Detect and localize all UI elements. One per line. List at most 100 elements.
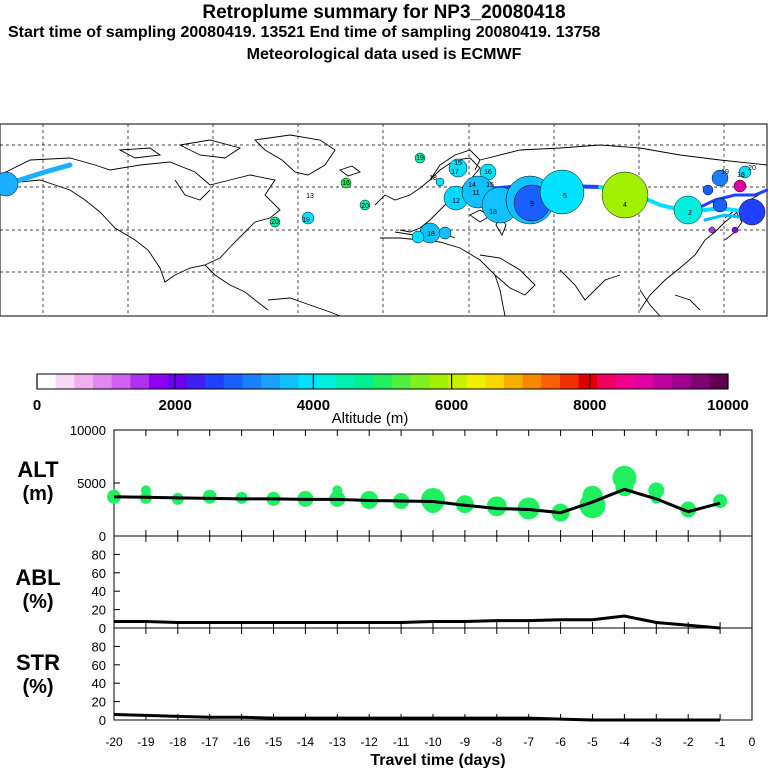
x-tick-label: -6 bbox=[555, 735, 566, 749]
x-tick-label: -7 bbox=[523, 735, 534, 749]
alt-label: ALT bbox=[17, 457, 59, 482]
alt-scatter-point bbox=[648, 482, 665, 499]
x-tick-label: -12 bbox=[361, 735, 379, 749]
map-day-label: 16 bbox=[342, 180, 350, 187]
abl-label: ABL bbox=[15, 565, 60, 590]
colorbar-swatch bbox=[410, 374, 430, 389]
colorbar-swatch bbox=[429, 374, 449, 389]
asia-north-coast bbox=[479, 144, 768, 166]
colorbar-swatch bbox=[690, 374, 710, 389]
map-day-label: 19 bbox=[302, 217, 310, 224]
colorbar-swatch bbox=[130, 374, 150, 389]
map-day-label: 18 bbox=[737, 172, 745, 179]
colorbar-swatch bbox=[74, 374, 94, 389]
colorbar-swatch bbox=[485, 374, 505, 389]
abl-tick-label: 0 bbox=[99, 621, 106, 636]
colorbar-swatch bbox=[242, 374, 262, 389]
arabia-coast bbox=[479, 254, 536, 296]
map-day-label: 15 bbox=[454, 160, 462, 167]
alt-scatter-point bbox=[680, 501, 697, 518]
map-day-label: 16 bbox=[484, 169, 492, 176]
alt-scatter-point bbox=[612, 465, 637, 490]
map-day-label: 19 bbox=[721, 169, 729, 176]
alt-tick-label: 10000 bbox=[70, 423, 106, 438]
colorbar-swatch bbox=[111, 374, 131, 389]
colorbar-swatch bbox=[149, 374, 169, 389]
hudson-bay-coast bbox=[174, 179, 211, 201]
colorbar-swatch bbox=[373, 374, 393, 389]
colorbar-swatch bbox=[37, 374, 57, 389]
x-tick-label: -4 bbox=[619, 735, 630, 749]
colorbar-swatch bbox=[298, 374, 318, 389]
str-panel: STR (%) 0 20 40 60 80 bbox=[16, 627, 753, 728]
north-america-coast bbox=[0, 157, 281, 283]
x-tick-label: -17 bbox=[201, 735, 219, 749]
map-day-label: 11 bbox=[472, 190, 479, 197]
alt-tick-label: 5000 bbox=[77, 476, 106, 491]
colorbar-label: Altitude (m) bbox=[332, 410, 409, 427]
map-day-label: 12 bbox=[452, 198, 460, 205]
x-tick-label: -18 bbox=[169, 735, 187, 749]
alt-scatter-point bbox=[140, 485, 151, 496]
str-tick-label: 0 bbox=[99, 713, 106, 728]
alt-scatter-point bbox=[332, 485, 343, 496]
colorbar-swatch bbox=[317, 374, 337, 389]
abl-series-line bbox=[114, 614, 721, 630]
colorbar-swatch bbox=[522, 374, 542, 389]
str-tick-label: 60 bbox=[92, 658, 106, 673]
colorbar-swatch bbox=[55, 374, 75, 389]
colorbar-swatch bbox=[634, 374, 654, 389]
x-tick-label: -20 bbox=[105, 735, 123, 749]
x-tick-label: -8 bbox=[491, 735, 502, 749]
colorbar-swatch bbox=[354, 374, 374, 389]
iceland bbox=[339, 165, 361, 177]
str-tick-label: 80 bbox=[92, 639, 106, 654]
x-tick-label: -11 bbox=[393, 735, 410, 749]
central-america-coast bbox=[204, 264, 269, 311]
south-america-coast bbox=[267, 297, 341, 317]
map-day-label: 17 bbox=[451, 169, 459, 176]
colorbar-swatch bbox=[503, 374, 524, 389]
alt-scatter-point bbox=[486, 496, 507, 517]
colorbar-swatch bbox=[466, 374, 486, 389]
alt-scatter-point bbox=[202, 489, 217, 504]
japan-coast bbox=[724, 209, 743, 241]
map-day-label: 14 bbox=[468, 182, 476, 189]
colorbar-swatch bbox=[447, 374, 468, 389]
met-data-label: Meteorological data used is ECMWF bbox=[246, 46, 522, 63]
colorbar: 0 2000 4000 6000 8000 10000 Altitude (m) bbox=[33, 373, 749, 427]
str-series-line bbox=[113, 712, 721, 722]
colorbar-swatch bbox=[223, 374, 243, 389]
map-day-label: 13 bbox=[306, 193, 314, 200]
map-day-label: 20 bbox=[361, 203, 369, 210]
colorbar-tick-label: 2000 bbox=[159, 397, 192, 414]
x-tick-label: -14 bbox=[297, 735, 315, 749]
southeast-asia-coast bbox=[639, 289, 701, 317]
europe-coast bbox=[374, 157, 481, 233]
x-axis-ticks: -20 -19 -18 -17 -16 -15 -14 -13 -12 -11 -10 -9 -8 -7-… bbox=[105, 430, 756, 749]
map-day-label: 20 bbox=[271, 219, 279, 226]
colorbar-swatch bbox=[578, 374, 598, 389]
colorbar-swatch bbox=[261, 374, 281, 389]
x-tick-label: 0 bbox=[749, 735, 756, 749]
x-tick-label: -16 bbox=[233, 735, 251, 749]
abl-tick-label: 80 bbox=[92, 547, 106, 562]
colorbar-swatch bbox=[335, 374, 355, 389]
alt-unit: (m) bbox=[22, 483, 53, 505]
abl-tick-label: 60 bbox=[92, 566, 106, 581]
alt-series-line bbox=[113, 487, 721, 515]
colorbar-swatch bbox=[391, 374, 412, 389]
colorbar-tick-label: 4000 bbox=[297, 397, 330, 414]
x-tick-label: -10 bbox=[424, 735, 442, 749]
map-day-label: 18 bbox=[429, 175, 437, 182]
map-day-label: 4 bbox=[623, 202, 627, 209]
colorbar-tick-label: 6000 bbox=[435, 397, 468, 414]
str-label: STR bbox=[16, 650, 60, 675]
india-coast bbox=[559, 269, 621, 301]
str-tick-label: 40 bbox=[92, 676, 106, 691]
chart-title: Retroplume summary for NP3_20080418 bbox=[202, 2, 566, 23]
greenland-coast bbox=[254, 134, 336, 176]
